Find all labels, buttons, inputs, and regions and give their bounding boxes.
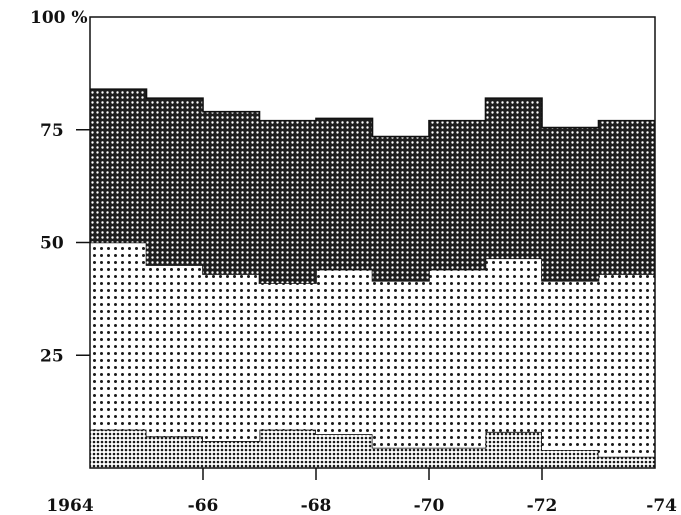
y-tick-label-100: 100 % [30,8,88,28]
series-layer [90,88,655,468]
x-tick-label-1970: -70 [414,496,445,515]
x-tick-label-1964: 1964 [46,496,93,515]
y-tick-label-75: 75 [40,121,64,141]
series-1-area [90,429,655,468]
y-tick-label-25: 25 [40,346,64,366]
series-3 [90,88,655,284]
y-axis: 25 50 75 100 % [30,8,90,366]
x-tick-label-1968: -68 [301,496,332,515]
series-3-step-line [90,88,655,138]
series-3-area [90,89,655,284]
series-2-area [90,242,655,457]
x-axis: 1964 -66 -68 -70 -72 -74 [46,468,677,515]
x-tick-label-1974: -74 [646,496,677,515]
x-tick-label-1966: -66 [188,496,219,515]
y-tick-label-50: 50 [40,234,64,254]
x-tick-label-1972: -72 [527,496,558,515]
